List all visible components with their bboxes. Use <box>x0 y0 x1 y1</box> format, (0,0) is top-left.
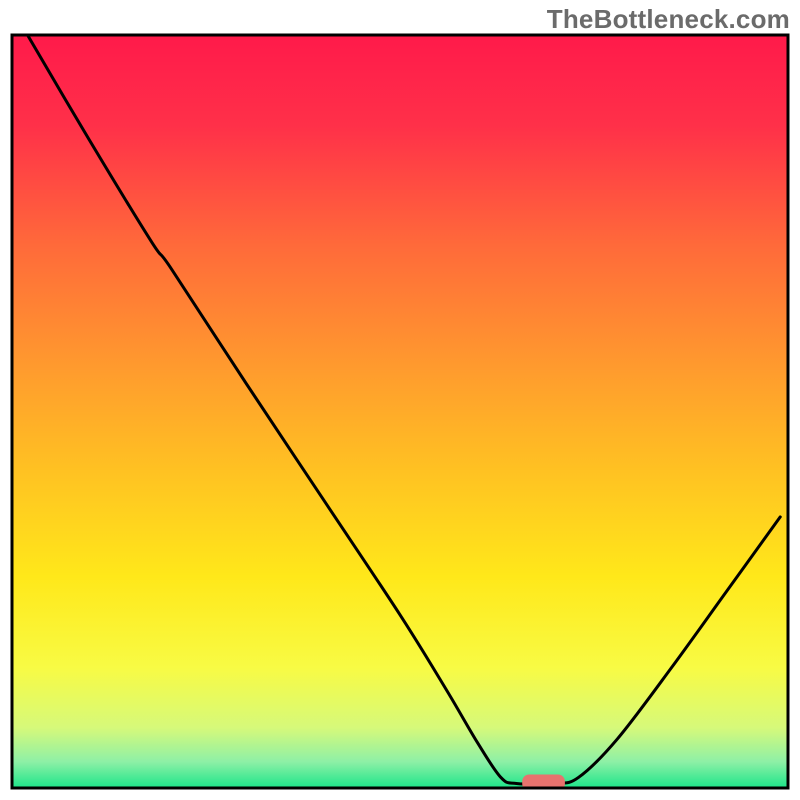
chart-container: TheBottleneck.com <box>0 0 800 800</box>
bottleneck-chart <box>0 0 800 800</box>
watermark-text: TheBottleneck.com <box>547 4 790 35</box>
gradient-background <box>12 35 788 788</box>
